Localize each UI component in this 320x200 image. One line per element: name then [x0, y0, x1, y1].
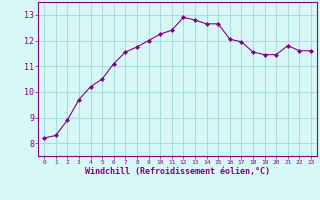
X-axis label: Windchill (Refroidissement éolien,°C): Windchill (Refroidissement éolien,°C): [85, 167, 270, 176]
